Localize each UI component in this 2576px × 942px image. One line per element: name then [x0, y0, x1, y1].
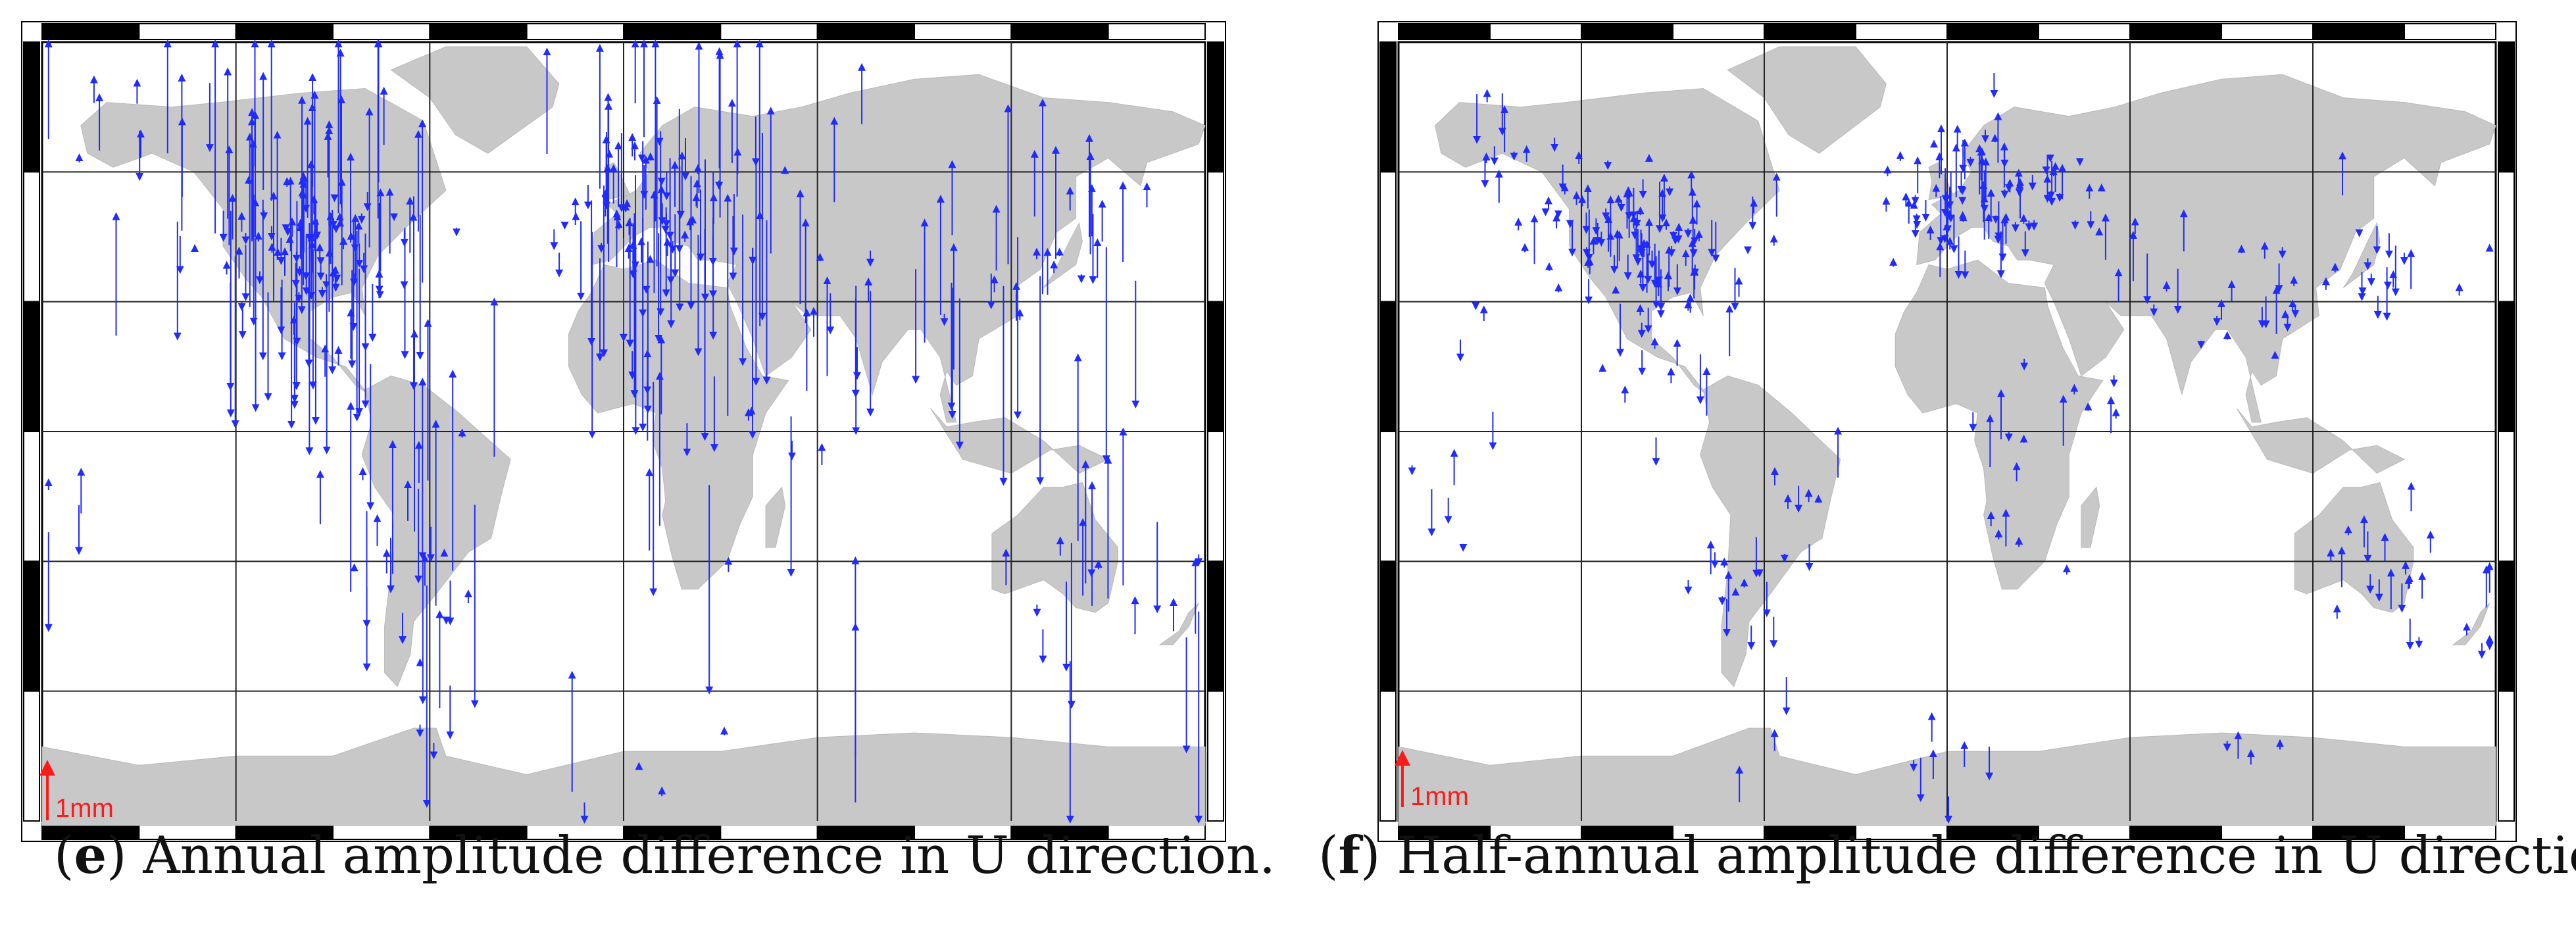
continents-e [41, 46, 1206, 826]
landmass [2236, 408, 2406, 474]
vectors-e [44, 39, 1203, 824]
landmass [2452, 603, 2490, 645]
scale-bar-e: 1mm [39, 760, 114, 823]
landmass [991, 482, 1118, 613]
landmass [1158, 603, 1199, 645]
caption-e: (e) Annual amplitude difference in U dir… [54, 826, 1276, 885]
vectors-f [1408, 73, 2494, 824]
scale-label: 1mm [55, 794, 114, 823]
caption-letter: e [74, 826, 107, 885]
scale-bar-f: 1mm [1395, 750, 1469, 811]
caption-f: (f) Half-annual amplitude difference in … [1318, 830, 2576, 882]
landmass [765, 486, 786, 548]
landmass [1916, 74, 2496, 423]
world-map-e: 1mm [21, 21, 1226, 842]
landmass [1700, 375, 1841, 687]
landmass [1727, 46, 1887, 154]
continents-f [1398, 46, 2496, 826]
map-panel-e: 1mm [21, 21, 1226, 842]
graticule-f [1399, 42, 2496, 821]
landmass [2342, 222, 2381, 288]
map-panel-f: 1mm [1377, 21, 2517, 842]
scale-label: 1mm [1410, 782, 1469, 811]
caption-text: Half-annual amplitude difference in U di… [1397, 826, 2576, 885]
landmass [390, 46, 560, 154]
landmass [2081, 486, 2100, 548]
caption-text: Annual amplitude difference in U directi… [143, 826, 1276, 885]
caption-letter: f [1338, 826, 1360, 885]
landmass [591, 74, 1206, 423]
world-map-f: 1mm [1377, 21, 2517, 842]
